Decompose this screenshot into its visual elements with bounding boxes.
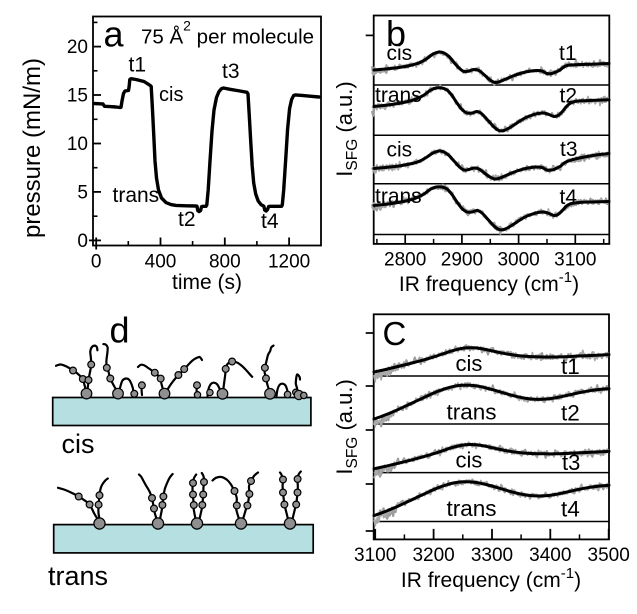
svg-text:trans: trans [447, 496, 497, 521]
svg-text:2800: 2800 [384, 250, 426, 271]
svg-text:a: a [104, 14, 125, 55]
svg-text:ISFG (a.u.): ISFG (a.u.) [332, 81, 361, 176]
svg-text:t2: t2 [178, 208, 196, 231]
svg-text:C: C [383, 315, 407, 352]
svg-text:IR frequency (cm-1): IR frequency (cm-1) [399, 269, 579, 296]
svg-text:20: 20 [67, 37, 88, 58]
svg-text:t1: t1 [559, 42, 577, 65]
svg-text:b: b [386, 13, 406, 54]
svg-text:trans: trans [113, 184, 160, 207]
svg-text:0: 0 [91, 251, 102, 272]
svg-text:t4: t4 [261, 210, 279, 233]
svg-text:trans: trans [447, 400, 497, 425]
svg-text:pressure (mN/m): pressure (mN/m) [19, 58, 46, 238]
svg-text:5: 5 [77, 182, 88, 203]
svg-text:time (s): time (s) [172, 271, 242, 294]
svg-text:t3: t3 [222, 60, 240, 83]
svg-text:800: 800 [209, 251, 241, 272]
svg-text:cis: cis [456, 351, 483, 376]
svg-text:IR frequency (cm-1): IR frequency (cm-1) [401, 565, 581, 592]
svg-text:trans: trans [375, 84, 422, 107]
svg-text:3000: 3000 [497, 250, 539, 271]
svg-text:3100: 3100 [554, 250, 596, 271]
svg-text:t3: t3 [560, 138, 578, 161]
svg-text:0: 0 [77, 231, 88, 252]
svg-text:t3: t3 [562, 450, 580, 475]
svg-text:10: 10 [67, 134, 88, 155]
svg-text:2900: 2900 [441, 250, 483, 271]
svg-text:t4: t4 [560, 186, 578, 209]
svg-text:cis: cis [62, 429, 95, 459]
svg-text:t2: t2 [560, 85, 578, 108]
svg-text:trans: trans [48, 561, 108, 591]
svg-text:trans: trans [375, 185, 422, 208]
svg-text:cis: cis [159, 84, 183, 106]
svg-text:3400: 3400 [529, 545, 571, 566]
svg-text:d: d [110, 310, 130, 351]
svg-text:cis: cis [456, 448, 483, 473]
svg-text:cis: cis [387, 139, 413, 162]
svg-text:t2: t2 [561, 401, 580, 426]
svg-text:3300: 3300 [471, 545, 513, 566]
svg-text:t4: t4 [561, 497, 580, 522]
svg-text:3200: 3200 [412, 545, 454, 566]
svg-text:t1: t1 [129, 54, 147, 77]
svg-text:15: 15 [67, 86, 88, 107]
svg-text:cis: cis [387, 42, 413, 65]
svg-text:1200: 1200 [268, 251, 310, 272]
svg-text:3100: 3100 [354, 545, 396, 566]
svg-text:400: 400 [145, 251, 177, 272]
svg-text:t1: t1 [561, 354, 580, 379]
svg-text:3500: 3500 [588, 545, 630, 566]
